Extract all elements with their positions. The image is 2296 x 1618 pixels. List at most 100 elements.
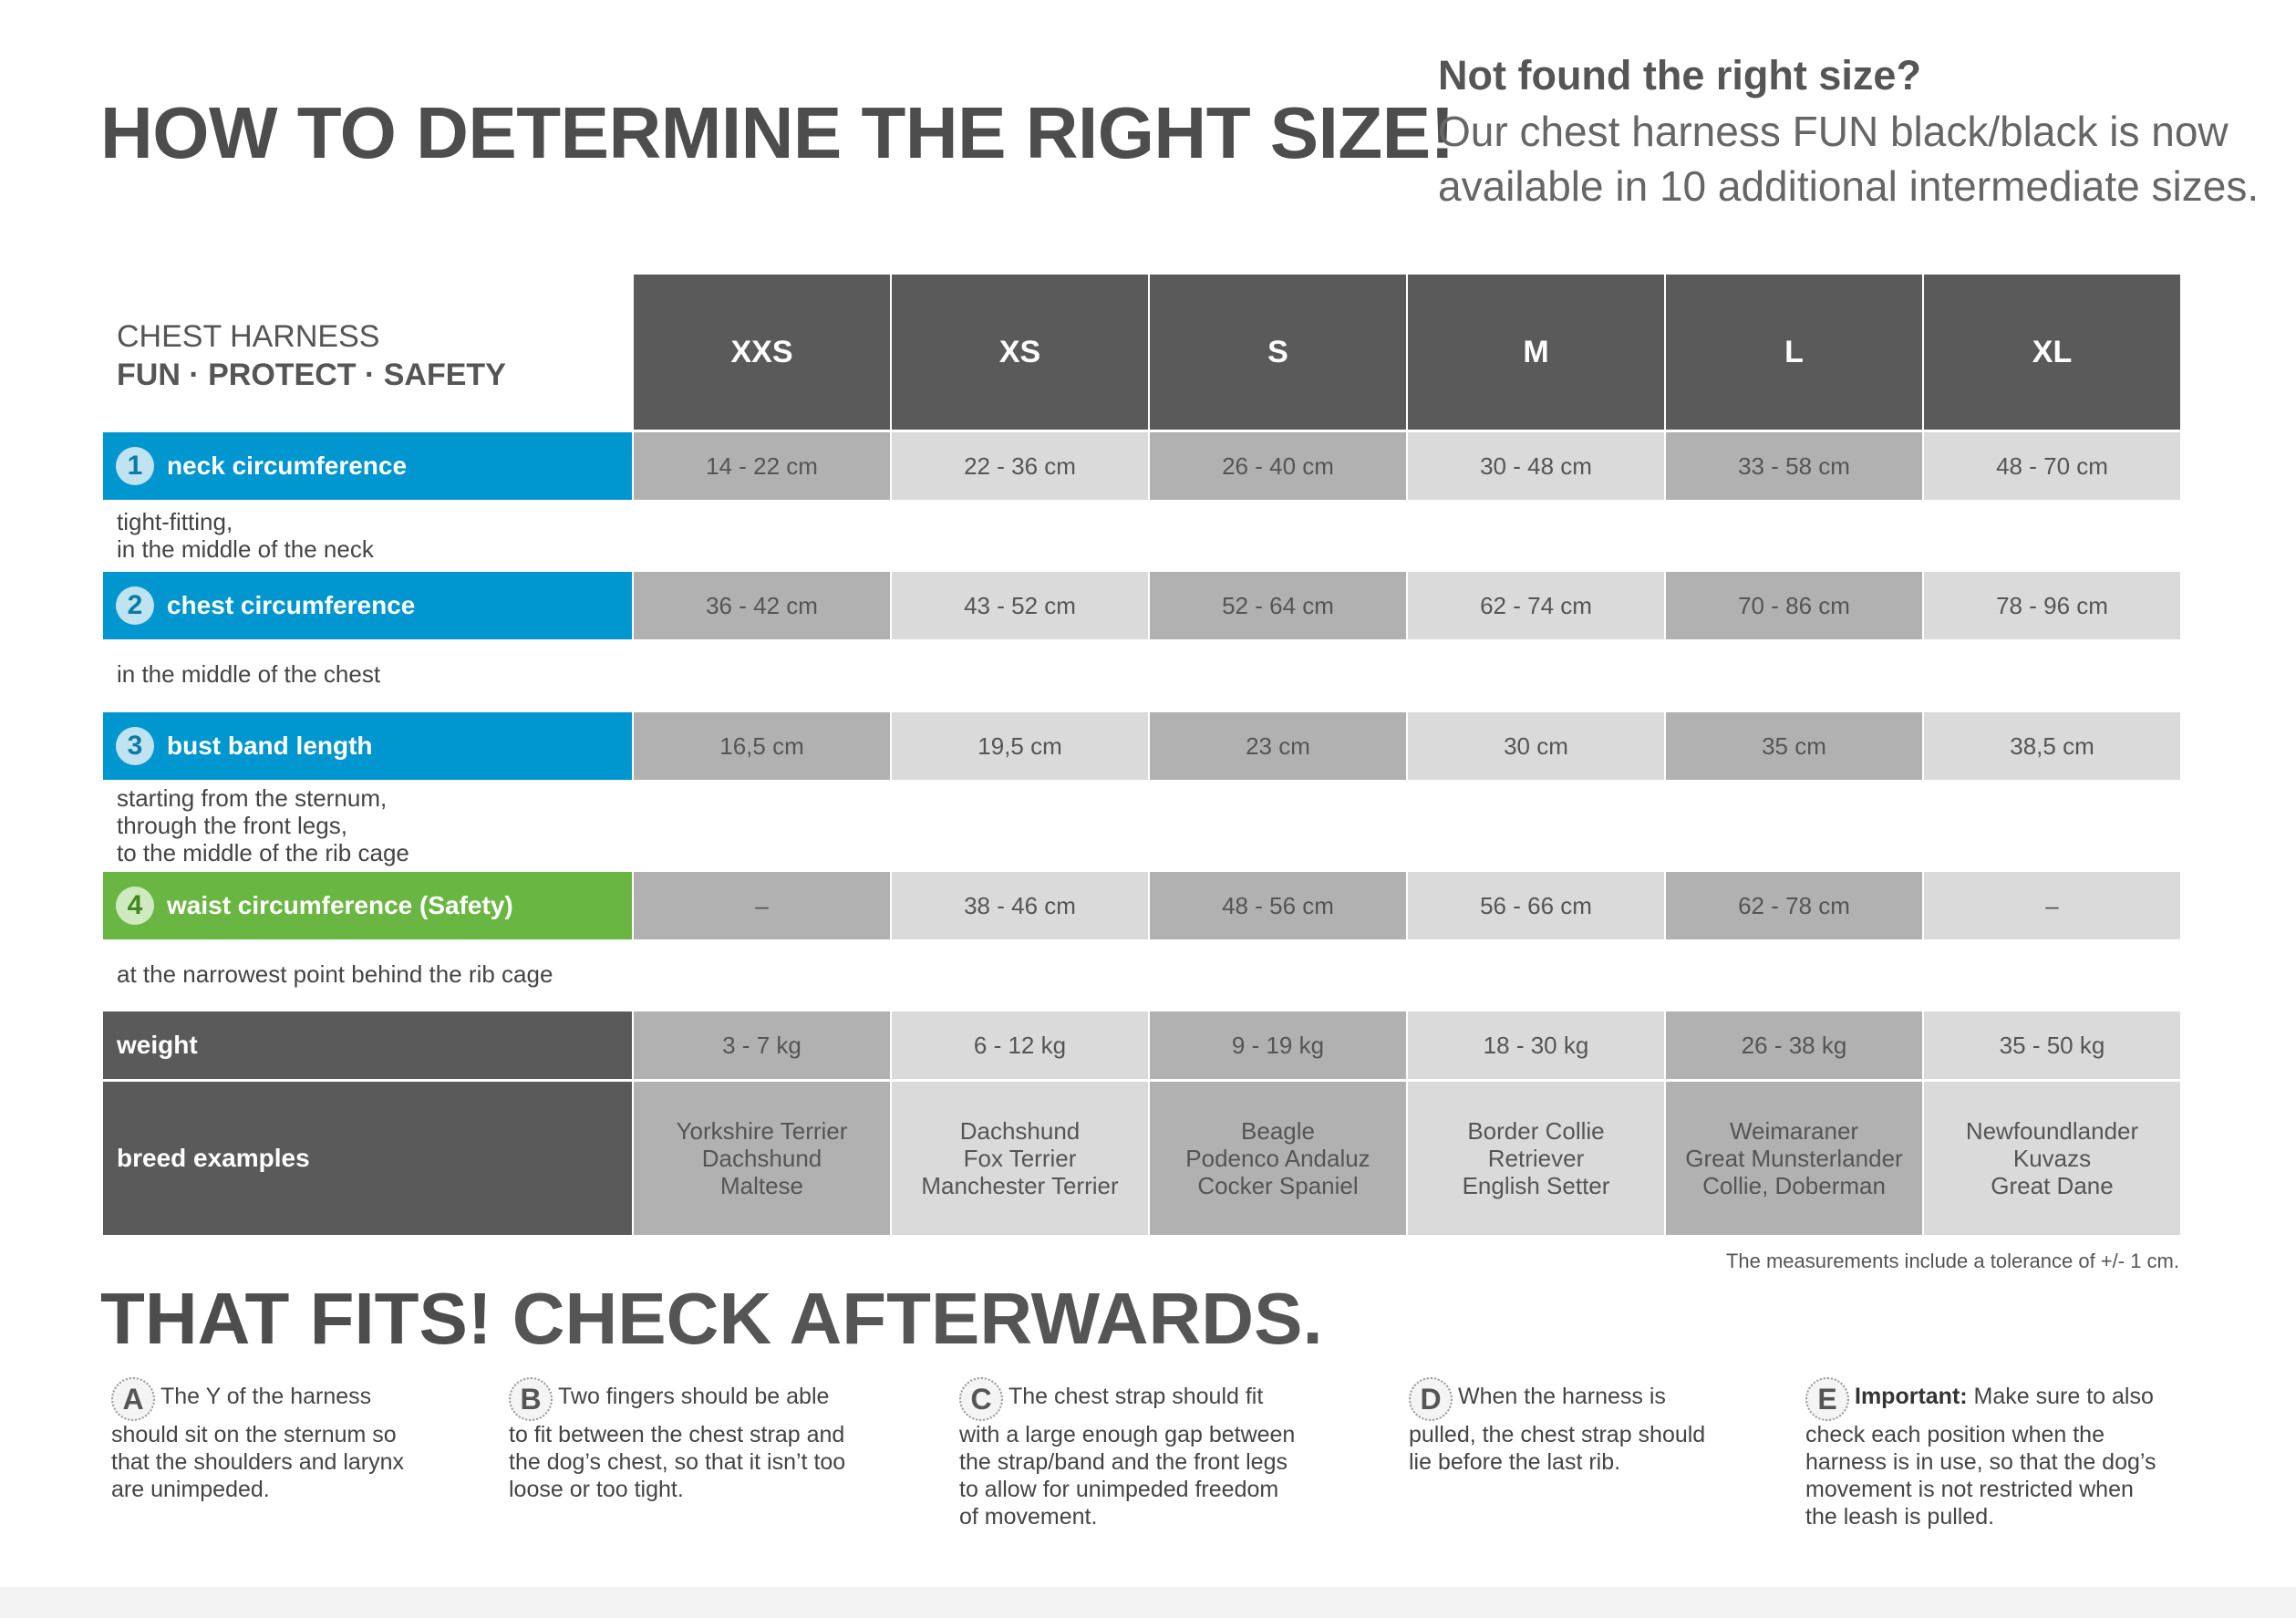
promo-text: Not found the right size? Our chest harn… bbox=[1438, 47, 2259, 213]
tip-e: E Important: Make sure to also check each … bbox=[1805, 1377, 2207, 1530]
size-header-l: L bbox=[1666, 275, 1922, 430]
tip-letter-badge: A bbox=[111, 1377, 155, 1421]
tip-letter-badge: D bbox=[1409, 1377, 1453, 1421]
row-header-chest: 2 chest circumference bbox=[103, 572, 632, 639]
breed-name: Dachshund bbox=[959, 1117, 1081, 1145]
tip-line: with a large enough gap between bbox=[959, 1422, 1296, 1447]
description-line: starting from the sternum, bbox=[117, 784, 388, 812]
tip-line: When the harness is bbox=[1458, 1384, 1666, 1409]
breed-name: Border Collie bbox=[1467, 1117, 1605, 1145]
value-cell: 70 - 86 cm bbox=[1666, 572, 1922, 639]
tip-letter-badge: C bbox=[959, 1377, 1003, 1421]
description-line: in the middle of the neck bbox=[117, 535, 374, 563]
tip-b: B Two fingers should be able to fit betwee… bbox=[509, 1377, 910, 1503]
tip-letter-badge: B bbox=[509, 1377, 553, 1421]
value-cell: 62 - 78 cm bbox=[1666, 872, 1922, 939]
row-description-neck: tight-fitting, in the middle of the neck bbox=[117, 508, 374, 563]
number-badge: 4 bbox=[116, 887, 154, 925]
value-cell: 38 - 46 cm bbox=[892, 872, 1148, 939]
size-header-s: S bbox=[1150, 275, 1406, 430]
tolerance-note: The measurements include a tolerance of … bbox=[1725, 1250, 2179, 1272]
breed-cell: Newfoundlander Kuvazs Great Dane bbox=[1924, 1082, 2180, 1235]
tip-d: D When the harness is pulled, the chest st… bbox=[1409, 1377, 1774, 1476]
value-cell: 3 - 7 kg bbox=[634, 1011, 890, 1079]
breed-name: Manchester Terrier bbox=[921, 1172, 1119, 1199]
breed-name: Retriever bbox=[1487, 1145, 1585, 1172]
breed-name: Cocker Spaniel bbox=[1197, 1172, 1359, 1199]
table-label-line-2: FUN · PROTECT · SAFETY bbox=[117, 358, 506, 392]
value-cell: 30 cm bbox=[1408, 712, 1664, 780]
tip-line: movement is not restricted when bbox=[1805, 1477, 2134, 1502]
value-cell: 23 cm bbox=[1150, 712, 1406, 780]
tip-line: to allow for unimpeded freedom bbox=[959, 1477, 1279, 1502]
breed-name: Fox Terrier bbox=[963, 1145, 1077, 1172]
value-cell: 33 - 58 cm bbox=[1666, 432, 1922, 500]
promo-question: Not found the right size? bbox=[1438, 52, 1921, 99]
value-cell: – bbox=[1924, 872, 2180, 939]
value-cell: 35 - 50 kg bbox=[1924, 1011, 2180, 1079]
value-cell: 78 - 96 cm bbox=[1924, 572, 2180, 639]
row-header-weight: weight bbox=[103, 1011, 632, 1079]
breed-name: Dachshund bbox=[701, 1145, 822, 1172]
bottom-strip bbox=[0, 1587, 2296, 1618]
breed-cell: Border Collie Retriever English Setter bbox=[1408, 1082, 1664, 1235]
value-cell: 30 - 48 cm bbox=[1408, 432, 1664, 500]
value-cell: 14 - 22 cm bbox=[634, 432, 890, 500]
breed-name: Maltese bbox=[719, 1172, 804, 1199]
tip-a: A The Y of the harness should sit on the s… bbox=[111, 1377, 476, 1503]
value-cell: 48 - 56 cm bbox=[1150, 872, 1406, 939]
tip-line: should sit on the sternum so bbox=[111, 1422, 397, 1447]
size-header-xs: XS bbox=[892, 275, 1148, 430]
tip-line: The chest strap should fit bbox=[1008, 1384, 1264, 1409]
description-line: through the front legs, bbox=[117, 812, 347, 839]
value-cell: 22 - 36 cm bbox=[892, 432, 1148, 500]
breed-name: Kuvazs bbox=[2012, 1145, 2092, 1172]
tip-line: Make sure to also bbox=[1967, 1384, 2154, 1409]
tip-line: The Y of the harness bbox=[160, 1384, 372, 1409]
row-label: neck circumference bbox=[167, 451, 408, 480]
tip-line: loose or too tight. bbox=[509, 1477, 684, 1502]
tip-line: the leash is pulled. bbox=[1805, 1504, 1995, 1530]
row-header-breeds: breed examples bbox=[103, 1082, 632, 1235]
tip-line: lie before the last rib. bbox=[1409, 1449, 1621, 1475]
description-line: to the middle of the rib cage bbox=[117, 839, 409, 866]
page-title: HOW TO DETERMINE THE RIGHT SIZE! bbox=[100, 92, 1454, 173]
row-label: breed examples bbox=[117, 1144, 310, 1172]
description-line: in the middle of the chest bbox=[117, 660, 381, 688]
breed-name: Weimaraner bbox=[1729, 1117, 1859, 1145]
breed-name: Yorkshire Terrier bbox=[676, 1117, 848, 1145]
fits-title-bold: THAT FITS! bbox=[100, 1278, 492, 1359]
tip-c: C The chest strap should fit with a large … bbox=[959, 1377, 1360, 1530]
value-cell: 9 - 19 kg bbox=[1150, 1011, 1406, 1079]
row-description-chest: in the middle of the chest bbox=[117, 660, 380, 688]
row-header-bust: 3 bust band length bbox=[103, 712, 632, 780]
tip-line: harness is in use, so that the dog’s bbox=[1805, 1449, 2156, 1475]
value-cell: 19,5 cm bbox=[892, 712, 1148, 780]
breed-name: Great Dane bbox=[1991, 1172, 2114, 1199]
promo-line-1: Our chest harness FUN black/black is now bbox=[1438, 108, 2229, 155]
row-label: bust band length bbox=[167, 731, 373, 760]
value-cell: 62 - 74 cm bbox=[1408, 572, 1664, 639]
table-label-line-1: CHEST HARNESS bbox=[117, 319, 380, 354]
breed-name: Collie, Doberman bbox=[1702, 1172, 1886, 1199]
tip-line: the dog’s chest, so that it isn’t too bbox=[509, 1449, 846, 1475]
number-badge: 2 bbox=[116, 586, 154, 625]
tip-line: Two fingers should be able bbox=[558, 1384, 830, 1409]
breed-cell: Dachshund Fox Terrier Manchester Terrier bbox=[892, 1082, 1148, 1235]
row-label: weight bbox=[117, 1031, 198, 1059]
tip-line: pulled, the chest strap should bbox=[1409, 1422, 1706, 1447]
breed-name: Great Munsterlander bbox=[1685, 1145, 1903, 1172]
tip-line: are unimpeded. bbox=[111, 1477, 270, 1502]
value-cell: 6 - 12 kg bbox=[892, 1011, 1148, 1079]
tip-line: check each position when the bbox=[1805, 1422, 2105, 1447]
breed-name: Podenco Andaluz bbox=[1185, 1145, 1370, 1172]
value-cell: 43 - 52 cm bbox=[892, 572, 1148, 639]
row-description-bust: starting from the sternum, through the fr… bbox=[117, 784, 409, 866]
row-label: chest circumference bbox=[167, 591, 416, 619]
row-header-neck: 1 neck circumference bbox=[103, 432, 632, 500]
value-cell: 36 - 42 cm bbox=[634, 572, 890, 639]
breed-cell: Weimaraner Great Munsterlander Collie, Dob… bbox=[1666, 1082, 1922, 1235]
size-header-xl: XL bbox=[1924, 275, 2180, 430]
fits-title: THAT FITS! CHECK AFTERWARDS. bbox=[100, 1277, 1323, 1361]
value-cell: 52 - 64 cm bbox=[1150, 572, 1406, 639]
